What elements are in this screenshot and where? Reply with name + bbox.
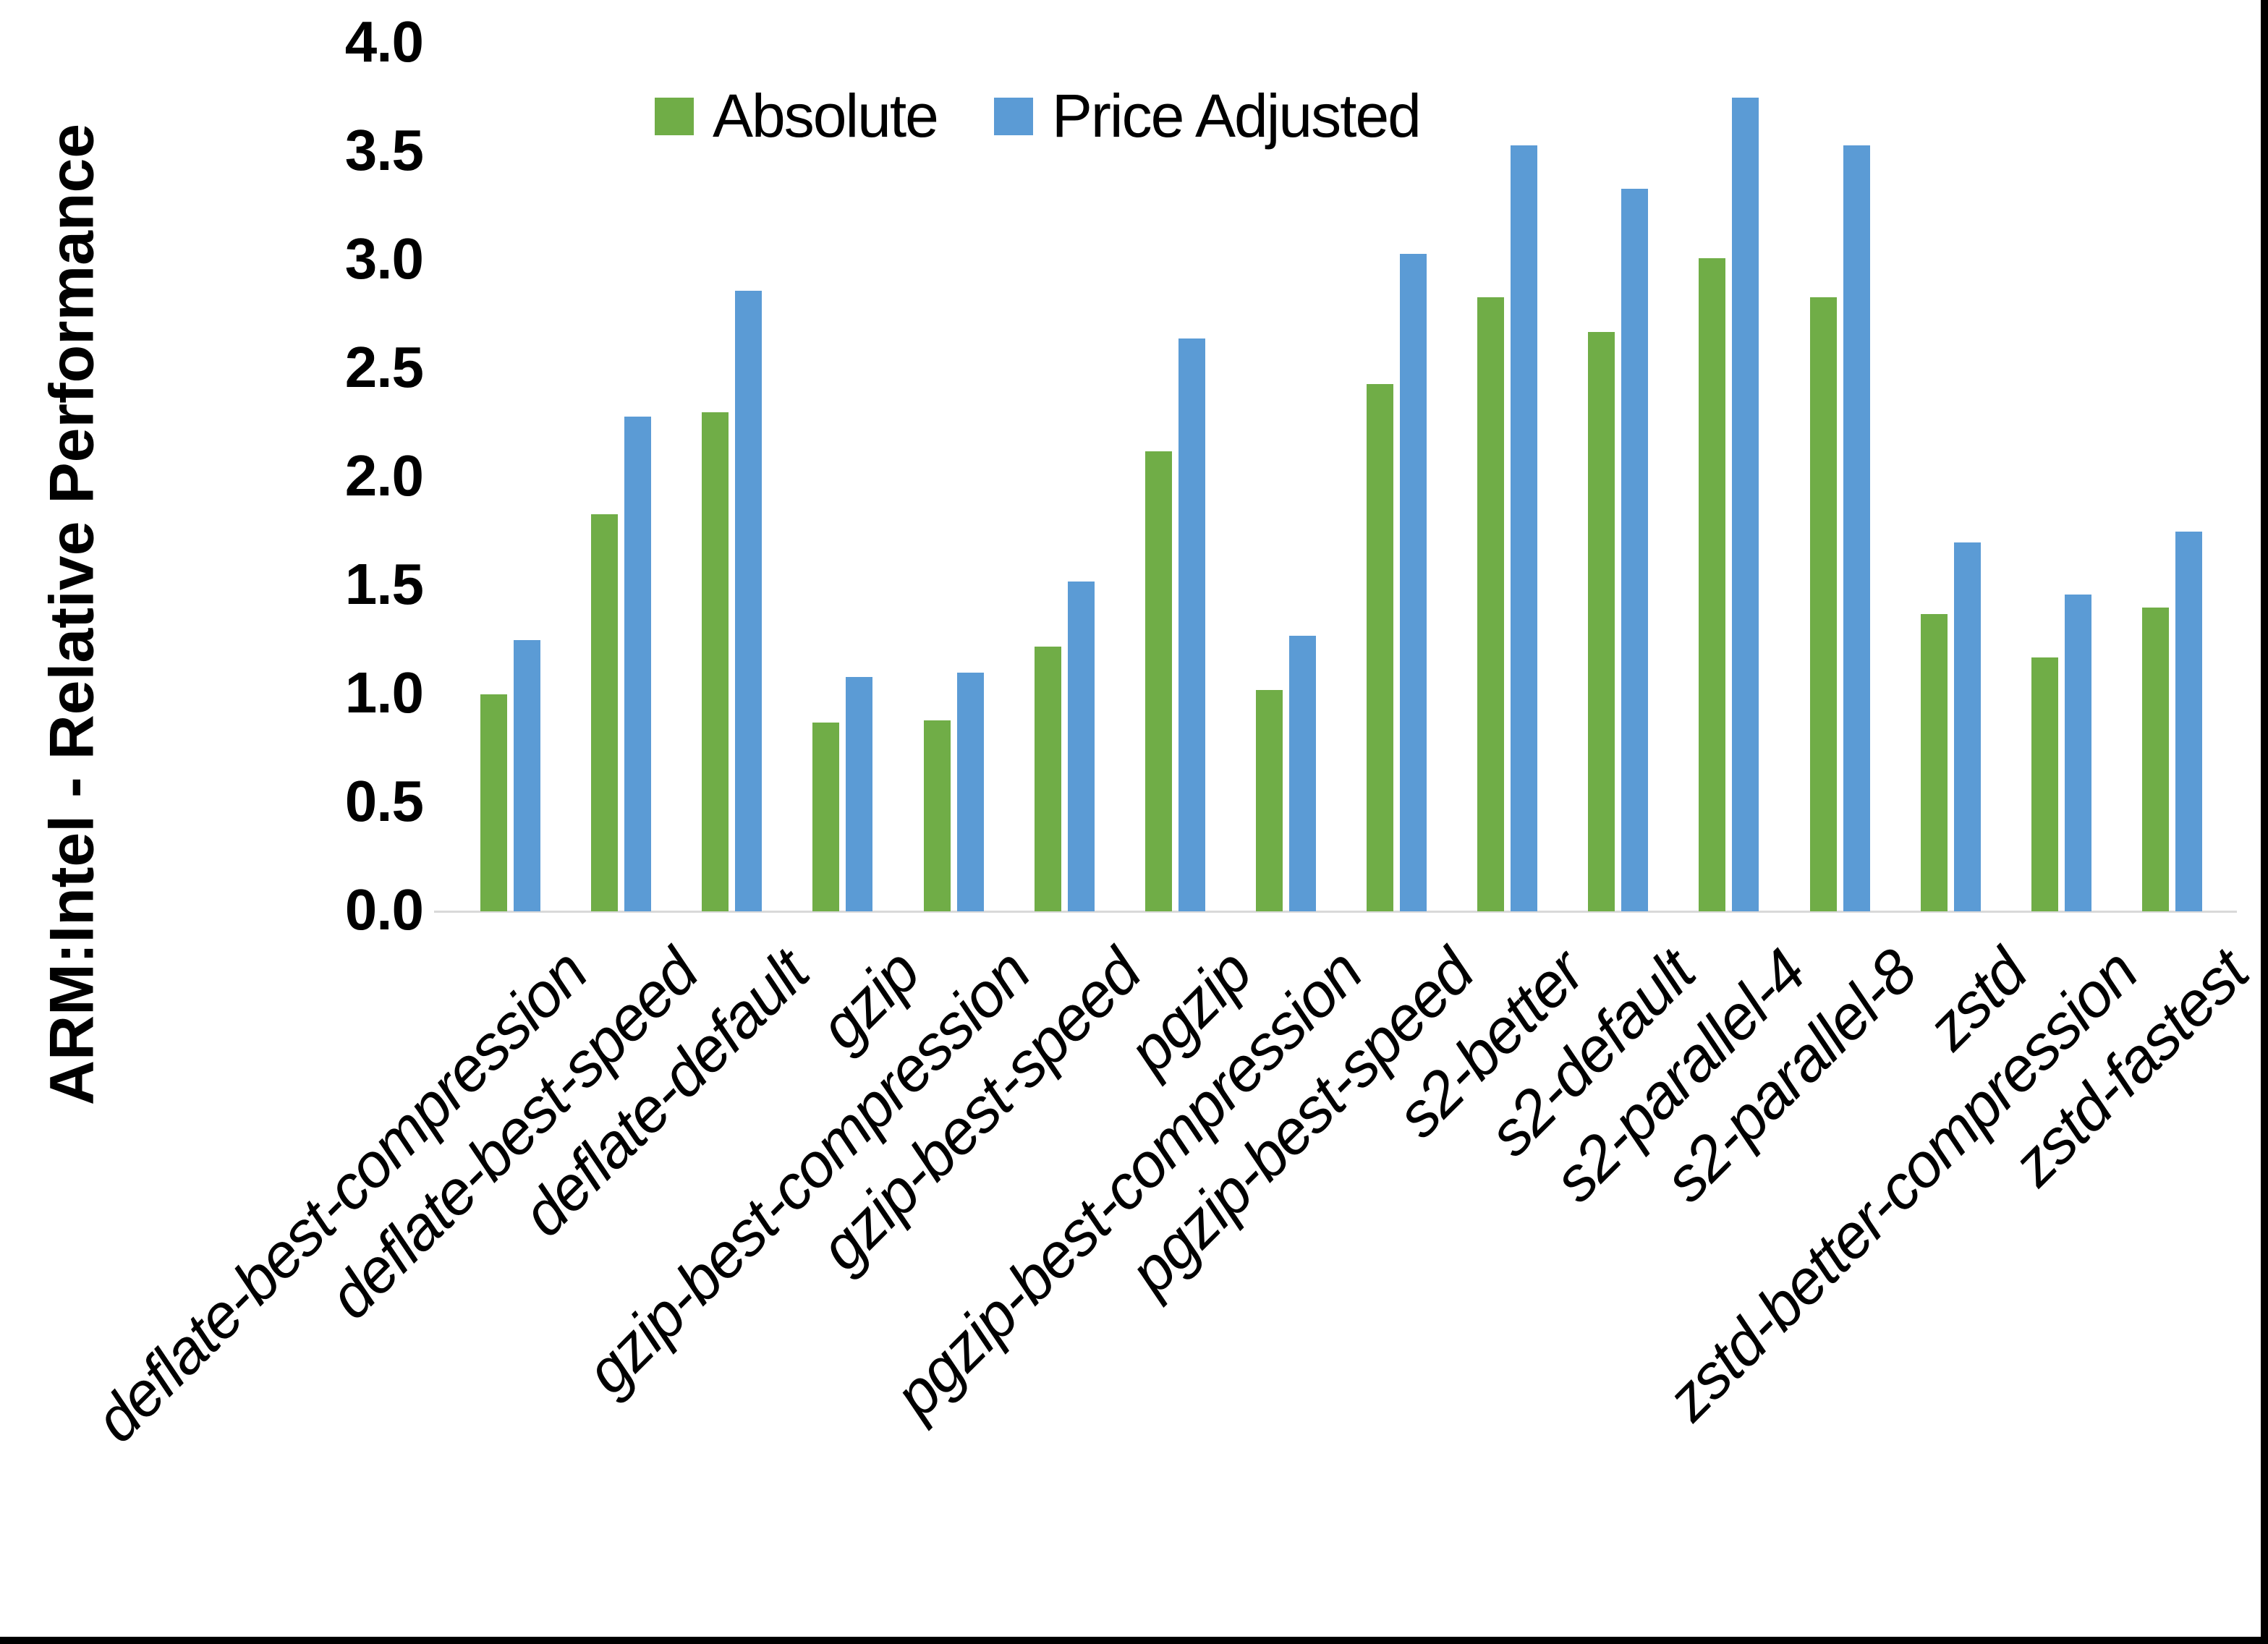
y-tick-label: 1.0	[344, 660, 424, 725]
bar-pgzip-price-adjusted	[1178, 338, 1205, 911]
bar-s2-default-price-adjusted	[1621, 189, 1649, 911]
bar-zstd-fastest-price-adjusted	[2175, 532, 2202, 911]
bar-gzip-best-speed-price-adjusted	[1067, 582, 1095, 911]
legend-item-price-adjusted: Price Adjusted	[993, 81, 1422, 151]
legend: Absolute Price Adjusted	[655, 81, 1422, 151]
bar-zstd-better-compression-price-adjusted	[2064, 595, 2091, 911]
legend-label-absolute: Absolute	[713, 82, 939, 150]
bar-deflate-best-compression-absolute	[480, 694, 508, 911]
bar-pgzip-best-compression-absolute	[1255, 690, 1283, 911]
y-tick-label: 2.5	[344, 335, 424, 400]
bar-pgzip-best-speed-absolute	[1367, 384, 1394, 911]
legend-swatch-price-adjusted	[993, 97, 1033, 135]
y-tick-label: 3.0	[344, 226, 424, 291]
x-axis-line	[434, 911, 2237, 913]
y-tick-label: 0.5	[344, 769, 424, 834]
bar-gzip-best-speed-absolute	[1034, 647, 1061, 911]
bar-s2-better-absolute	[1477, 297, 1505, 911]
legend-label-price-adjusted: Price Adjusted	[1051, 82, 1422, 150]
bar-zstd-fastest-absolute	[2141, 608, 2169, 911]
y-tick-label: 0.0	[344, 877, 424, 942]
bar-deflate-default-absolute	[702, 412, 729, 911]
bar-zstd-absolute	[1920, 614, 1948, 911]
y-tick-label: 2.0	[344, 443, 424, 508]
bar-pgzip-best-speed-price-adjusted	[1400, 254, 1427, 911]
legend-swatch-absolute	[655, 97, 694, 135]
bar-deflate-best-speed-absolute	[591, 514, 619, 911]
bar-pgzip-best-compression-price-adjusted	[1288, 636, 1316, 911]
bar-gzip-price-adjusted	[846, 677, 873, 911]
bar-gzip-absolute	[812, 723, 840, 911]
y-tick-label: 4.0	[344, 9, 424, 74]
y-tick-label: 3.5	[344, 118, 424, 183]
bar-gzip-best-compression-absolute	[923, 720, 951, 911]
legend-item-absolute: Absolute	[655, 81, 939, 151]
bar-s2-parallel-4-absolute	[1699, 258, 1726, 911]
bar-deflate-best-compression-price-adjusted	[514, 640, 541, 911]
y-tick-label: 1.5	[344, 552, 424, 617]
bar-zstd-price-adjusted	[1953, 542, 1981, 911]
bar-s2-parallel-8-absolute	[1809, 297, 1837, 911]
bar-s2-better-price-adjusted	[1511, 145, 1538, 911]
bar-gzip-best-compression-price-adjusted	[956, 673, 984, 911]
bar-s2-default-absolute	[1588, 332, 1615, 911]
bar-s2-parallel-4-price-adjusted	[1732, 98, 1759, 911]
bar-s2-parallel-8-price-adjusted	[1843, 145, 1870, 911]
bar-pgzip-absolute	[1144, 451, 1172, 911]
bar-deflate-best-speed-price-adjusted	[624, 417, 652, 911]
bar-zstd-better-compression-absolute	[2031, 657, 2058, 911]
bar-deflate-default-price-adjusted	[735, 291, 763, 911]
